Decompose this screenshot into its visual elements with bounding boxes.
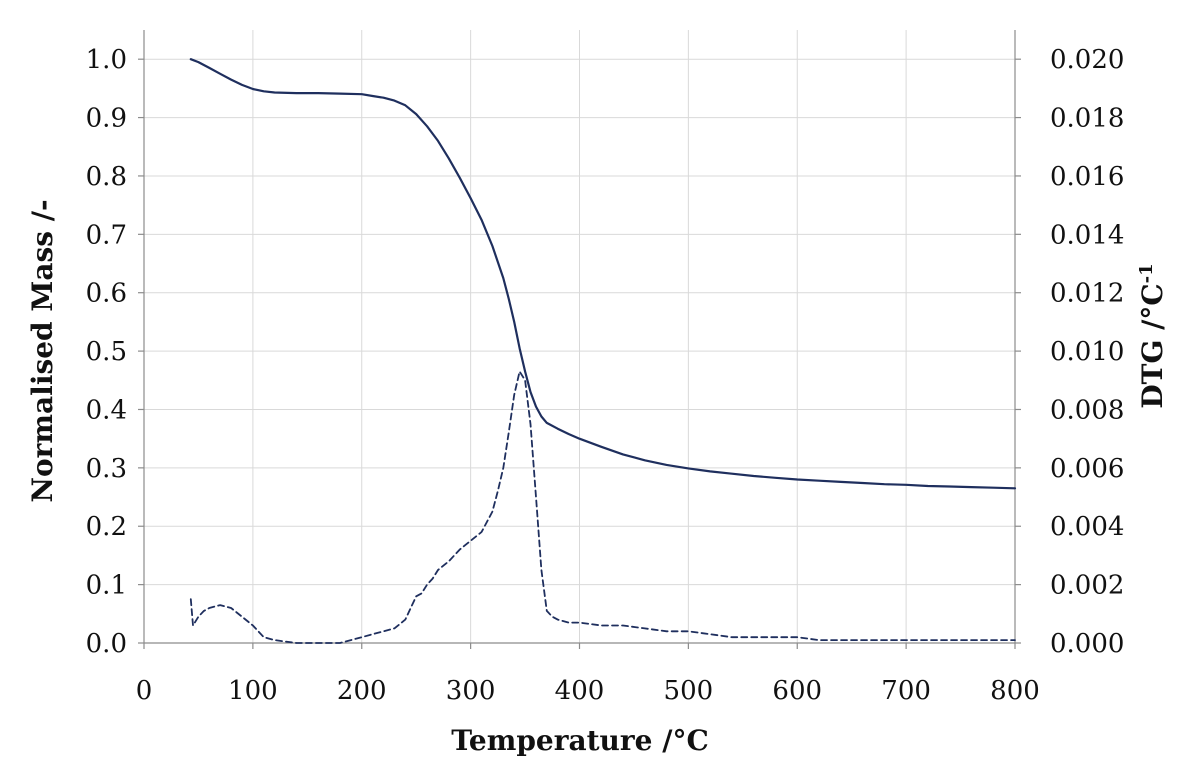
y-tick-label: 1.0 bbox=[86, 45, 127, 75]
axes bbox=[138, 30, 1021, 649]
y2-tick-label: 0.010 bbox=[1050, 337, 1124, 367]
y2-axis-title-main: DTG /°C bbox=[1136, 283, 1169, 408]
mass-series-line bbox=[189, 58, 1017, 490]
series bbox=[189, 58, 1017, 644]
y2-tick-label: 0.016 bbox=[1050, 162, 1124, 192]
y2-tick-label: 0.004 bbox=[1050, 512, 1124, 542]
y-axis-title: Normalised Mass /- bbox=[26, 199, 59, 502]
y-tick-label: 0.8 bbox=[86, 162, 127, 192]
y2-axis-title: DTG /°C-1 bbox=[1136, 263, 1169, 408]
x-tick-label: 600 bbox=[772, 676, 822, 706]
y2-tick-label: 0.014 bbox=[1050, 220, 1124, 250]
x-tick-label: 700 bbox=[881, 676, 931, 706]
y2-tick-label: 0.020 bbox=[1050, 45, 1124, 75]
y2-axis-title-superscript: -1 bbox=[1136, 263, 1157, 283]
y-tick-label: 0.0 bbox=[86, 629, 127, 659]
y2-tick-label: 0.006 bbox=[1050, 454, 1124, 484]
x-tick-label: 800 bbox=[990, 676, 1040, 706]
x-tick-label: 300 bbox=[446, 676, 496, 706]
x-tick-label: 200 bbox=[337, 676, 387, 706]
y-tick-label: 0.9 bbox=[86, 104, 127, 134]
y-tick-label: 0.4 bbox=[86, 395, 127, 425]
y2-tick-label: 0.000 bbox=[1050, 629, 1124, 659]
y2-tick-label: 0.012 bbox=[1050, 279, 1124, 309]
y-tick-label: 0.1 bbox=[86, 571, 127, 601]
x-tick-label: 500 bbox=[664, 676, 714, 706]
y2-tick-label: 0.002 bbox=[1050, 571, 1124, 601]
x-tick-label: 400 bbox=[555, 676, 605, 706]
y2-tick-label: 0.008 bbox=[1050, 395, 1124, 425]
x-axis-title: Temperature /°C bbox=[451, 724, 708, 757]
y-tick-label: 0.3 bbox=[86, 454, 127, 484]
dtg-series-line bbox=[189, 370, 1016, 644]
y-tick-label: 0.6 bbox=[86, 279, 127, 309]
tick-labels: 0.0 0.1 0.2 0.3 0.4 0.5 0.6 0.7 0.8 0.9 1.0 0.000 0.… bbox=[86, 45, 1125, 706]
grid bbox=[144, 30, 1015, 643]
x-tick-label: 100 bbox=[228, 676, 278, 706]
y2-tick-label: 0.018 bbox=[1050, 104, 1124, 134]
y-tick-label: 0.7 bbox=[86, 220, 127, 250]
y-tick-label: 0.5 bbox=[86, 337, 127, 367]
y-tick-label: 0.2 bbox=[86, 512, 127, 542]
x-tick-label: 0 bbox=[136, 676, 153, 706]
